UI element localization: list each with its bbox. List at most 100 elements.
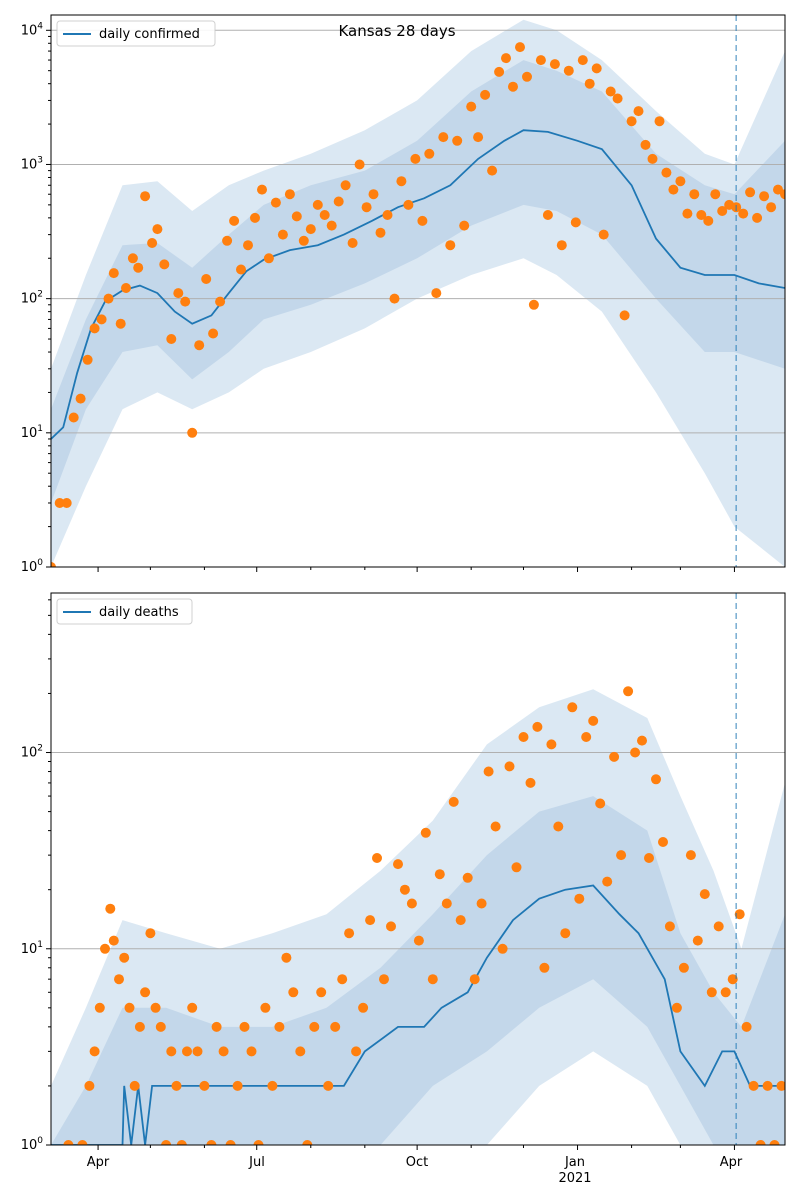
data-point (574, 893, 585, 904)
data-point (225, 1140, 236, 1145)
data-point (661, 167, 672, 178)
data-point (63, 1140, 74, 1145)
data-point (469, 974, 480, 985)
data-point (344, 928, 355, 939)
data-point (291, 211, 302, 222)
data-point (780, 189, 785, 200)
data-point (438, 132, 449, 143)
data-point (358, 1002, 369, 1013)
legend-box (56, 598, 193, 625)
data-point (103, 293, 114, 304)
data-point (319, 210, 330, 220)
data-point (445, 240, 456, 251)
data-point (288, 987, 299, 998)
plot-area (51, 15, 785, 567)
data-point (640, 139, 651, 150)
legend-box (56, 20, 216, 47)
data-point (119, 952, 130, 963)
data-point (347, 238, 358, 248)
data-point (229, 215, 240, 226)
data-point (108, 935, 119, 946)
data-point (706, 987, 717, 998)
x-tick-label: Apr (87, 1155, 110, 1170)
data-point (511, 862, 522, 873)
data-point (434, 869, 445, 880)
data-point (671, 1002, 682, 1013)
data-point (82, 354, 93, 365)
data-point (623, 686, 634, 697)
data-point (108, 268, 119, 279)
data-point (351, 1046, 362, 1057)
data-point (406, 898, 417, 909)
data-point (664, 921, 675, 932)
data-point (410, 153, 421, 164)
y-tick-label: 102 (21, 290, 43, 307)
y-tick-exponent: 2 (37, 744, 43, 754)
data-point (483, 766, 494, 777)
data-point (560, 928, 571, 939)
data-point (431, 288, 442, 299)
data-point (298, 235, 309, 246)
data-point (417, 215, 428, 226)
data-point (762, 1080, 773, 1091)
data-point (129, 1080, 140, 1091)
data-point (658, 837, 668, 847)
data-point (263, 253, 274, 264)
data-point (476, 898, 487, 909)
data-point (134, 1021, 145, 1032)
y-tick-exponent: 3 (37, 155, 43, 165)
data-point (127, 253, 138, 264)
data-point (619, 310, 630, 321)
data-point (748, 1080, 759, 1091)
data-point (389, 293, 400, 304)
data-point (647, 153, 658, 164)
data-point (630, 747, 641, 758)
data-point (570, 217, 581, 228)
data-point (84, 1080, 95, 1091)
data-point (602, 876, 613, 887)
data-point (316, 987, 327, 998)
data-point (501, 53, 511, 64)
data-point (239, 1021, 250, 1032)
plot-area (51, 593, 785, 1145)
data-point (201, 274, 212, 284)
data-point (549, 59, 560, 70)
data-point (752, 212, 763, 223)
data-point (556, 240, 567, 251)
data-point (386, 921, 396, 932)
data-point (140, 191, 151, 202)
y-tick-label: 102 (21, 744, 43, 761)
data-point (152, 224, 163, 235)
data-point (766, 202, 777, 213)
data-point (459, 220, 470, 231)
data-point (455, 915, 466, 926)
data-point (365, 915, 376, 926)
data-point (396, 176, 407, 187)
data-point (734, 909, 745, 920)
data-point (166, 1046, 177, 1057)
data-point (427, 974, 438, 985)
data-point (490, 821, 501, 832)
data-point (51, 562, 56, 567)
data-point (393, 859, 403, 870)
data-point (267, 1080, 278, 1091)
data-point (354, 159, 365, 170)
data-point (96, 314, 107, 325)
data-point (337, 974, 348, 985)
y-tick-label: 100 (21, 1136, 44, 1153)
data-point (448, 796, 459, 807)
data-point (236, 264, 246, 275)
data-point (542, 210, 553, 220)
data-point (232, 1080, 243, 1091)
data-point (222, 235, 233, 246)
data-point (424, 148, 435, 159)
data-point (518, 732, 529, 742)
data-point (246, 1046, 257, 1057)
y-tick-exponent: 0 (37, 558, 43, 568)
data-point (609, 751, 620, 762)
data-point (218, 1046, 229, 1057)
data-point (616, 850, 627, 861)
data-point (727, 974, 738, 985)
data-point (713, 921, 724, 932)
data-point (577, 55, 588, 66)
